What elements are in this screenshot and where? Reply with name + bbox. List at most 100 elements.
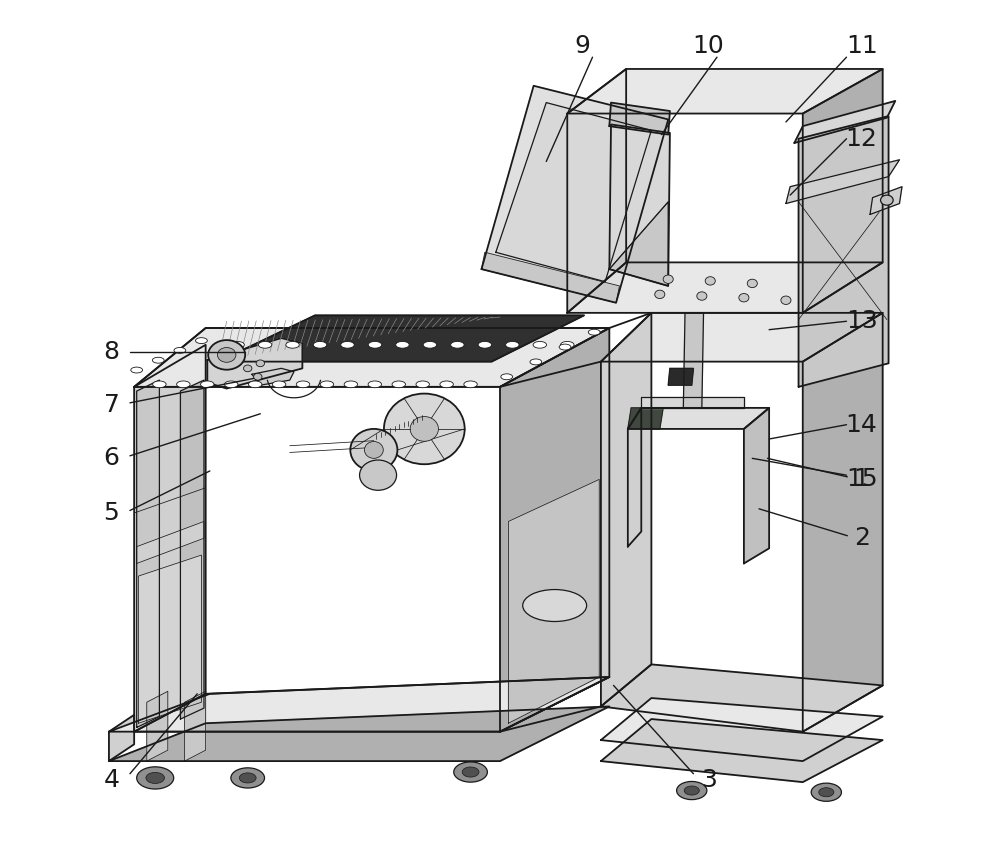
Polygon shape [799, 116, 889, 387]
Ellipse shape [174, 347, 186, 353]
Polygon shape [609, 202, 668, 286]
Ellipse shape [501, 373, 513, 380]
Ellipse shape [663, 275, 673, 283]
Text: 7: 7 [104, 394, 119, 417]
Ellipse shape [239, 773, 256, 783]
Ellipse shape [451, 341, 464, 348]
Polygon shape [870, 187, 902, 214]
Text: 5: 5 [104, 501, 119, 525]
Polygon shape [803, 69, 883, 313]
Polygon shape [601, 719, 883, 782]
Polygon shape [147, 691, 168, 761]
Polygon shape [628, 408, 663, 429]
Ellipse shape [231, 768, 265, 788]
Ellipse shape [217, 347, 236, 362]
Polygon shape [109, 677, 609, 732]
Ellipse shape [464, 381, 477, 388]
Polygon shape [180, 380, 204, 719]
Ellipse shape [248, 381, 262, 388]
Polygon shape [138, 555, 201, 723]
Text: 10: 10 [693, 34, 724, 58]
Polygon shape [508, 479, 599, 723]
Text: 1: 1 [854, 468, 870, 491]
Ellipse shape [286, 341, 299, 348]
Polygon shape [668, 368, 693, 385]
Ellipse shape [320, 381, 334, 388]
Ellipse shape [360, 460, 397, 490]
Ellipse shape [364, 442, 383, 458]
Ellipse shape [256, 360, 265, 367]
Polygon shape [500, 328, 609, 732]
Polygon shape [628, 408, 769, 429]
Text: 3: 3 [701, 768, 717, 791]
Ellipse shape [137, 767, 174, 789]
Ellipse shape [684, 786, 699, 795]
Ellipse shape [344, 381, 358, 388]
Ellipse shape [231, 341, 244, 348]
Ellipse shape [196, 338, 207, 344]
Ellipse shape [506, 341, 519, 348]
Ellipse shape [272, 381, 286, 388]
Ellipse shape [462, 767, 479, 777]
Ellipse shape [131, 367, 143, 373]
Ellipse shape [396, 341, 409, 348]
Polygon shape [481, 252, 619, 303]
Polygon shape [794, 101, 895, 143]
Polygon shape [567, 262, 883, 313]
Ellipse shape [350, 429, 397, 471]
Text: 8: 8 [103, 340, 119, 363]
Ellipse shape [440, 381, 453, 388]
Ellipse shape [811, 783, 841, 801]
Ellipse shape [559, 344, 571, 350]
Ellipse shape [313, 341, 327, 348]
Ellipse shape [819, 788, 834, 796]
Text: 6: 6 [103, 447, 119, 470]
Polygon shape [744, 408, 769, 563]
Ellipse shape [224, 381, 238, 388]
Polygon shape [609, 124, 670, 286]
Polygon shape [134, 677, 609, 732]
Polygon shape [252, 368, 294, 385]
Polygon shape [601, 664, 883, 732]
Polygon shape [641, 397, 744, 408]
Text: 2: 2 [854, 526, 870, 550]
Text: 13: 13 [846, 309, 878, 333]
Ellipse shape [296, 381, 310, 388]
Text: 4: 4 [103, 768, 119, 791]
Text: 9: 9 [574, 34, 590, 58]
Ellipse shape [697, 292, 707, 300]
Polygon shape [134, 345, 206, 732]
Ellipse shape [739, 294, 749, 302]
Ellipse shape [478, 341, 492, 348]
Ellipse shape [152, 357, 164, 363]
Text: 12: 12 [846, 127, 878, 151]
Ellipse shape [881, 195, 893, 205]
Polygon shape [134, 328, 609, 387]
Ellipse shape [416, 381, 429, 388]
Polygon shape [109, 715, 134, 761]
Polygon shape [137, 521, 204, 563]
Polygon shape [786, 160, 899, 204]
Ellipse shape [341, 341, 354, 348]
Polygon shape [481, 86, 668, 303]
Ellipse shape [561, 341, 574, 348]
Ellipse shape [254, 373, 262, 380]
Ellipse shape [677, 781, 707, 800]
Ellipse shape [208, 340, 245, 370]
Ellipse shape [747, 279, 757, 288]
Polygon shape [628, 408, 641, 547]
Polygon shape [185, 691, 206, 761]
Ellipse shape [177, 381, 190, 388]
Ellipse shape [705, 277, 715, 285]
Ellipse shape [201, 381, 214, 388]
Ellipse shape [153, 381, 166, 388]
Ellipse shape [392, 381, 405, 388]
Ellipse shape [533, 341, 547, 348]
Ellipse shape [655, 290, 665, 299]
Polygon shape [567, 69, 883, 114]
Ellipse shape [368, 341, 382, 348]
Ellipse shape [146, 772, 164, 784]
Ellipse shape [384, 394, 465, 464]
Ellipse shape [410, 416, 438, 442]
Polygon shape [567, 69, 626, 313]
